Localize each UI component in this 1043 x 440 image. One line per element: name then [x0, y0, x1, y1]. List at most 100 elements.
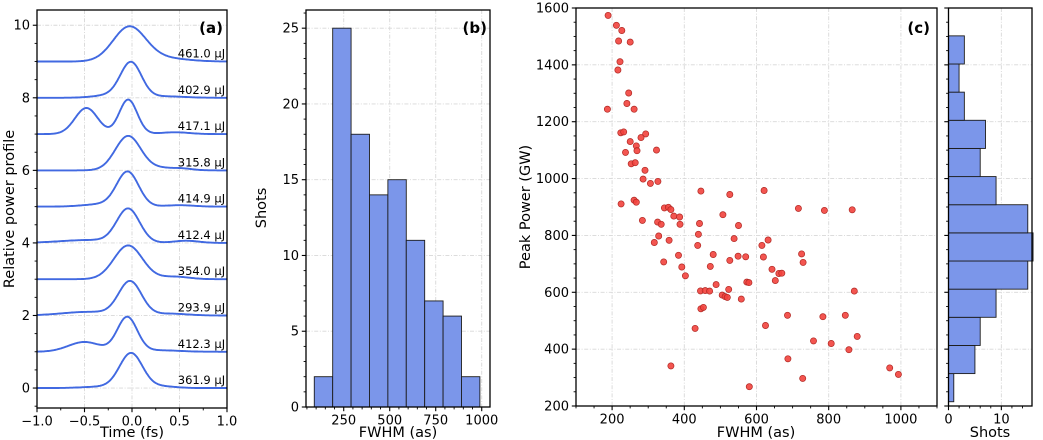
panel-c-ylabel: Peak Power (GW) — [518, 145, 534, 269]
panel-a-curves: 461.0 μJ 402.9 μJ 417.1 μJ 315.8 μJ 414.9 μJ… — [36, 25, 228, 389]
scatter-point — [712, 281, 720, 289]
pulse-energy-label: 293.9 μJ — [178, 300, 225, 314]
panel-a-ytick-label: 2 — [22, 309, 30, 324]
scatter-point — [676, 213, 684, 221]
scatter-point — [642, 130, 650, 138]
scatter-point — [850, 287, 858, 295]
scatter-point — [764, 236, 772, 244]
scatter-point — [618, 27, 626, 34]
scatter-point — [699, 303, 707, 311]
power-profile-curve — [36, 98, 228, 136]
peak-power-histogram-bar — [948, 147, 981, 178]
scatter-point — [660, 258, 668, 266]
scatter-point — [653, 146, 660, 154]
panel-a-ytick-label: 4 — [22, 236, 30, 251]
scatter-point — [641, 166, 649, 174]
pulse-energy-label: 361.9 μJ — [178, 373, 225, 387]
panel-c-scatter-points — [603, 11, 902, 391]
scatter-point — [725, 285, 733, 293]
peak-power-histogram-bar — [948, 204, 1029, 234]
pulse-energy-label: 402.9 μJ — [178, 83, 225, 97]
scatter-point — [694, 230, 702, 238]
scatter-point — [723, 293, 731, 301]
panel-a-frame — [36, 9, 228, 409]
scatter-point — [726, 256, 734, 264]
panel-b-letter: (b) — [463, 19, 487, 37]
panel-b-ytick-label: 25 — [282, 22, 299, 37]
scatter-point — [853, 332, 861, 340]
panel-c-ytick-label: 400 — [544, 343, 569, 358]
panel-a-ytick-label: 6 — [22, 164, 30, 179]
scatter-point — [799, 374, 807, 382]
panel-b-ytick-label: 0 — [291, 401, 299, 416]
scatter-point — [696, 220, 703, 227]
scatter-point — [615, 37, 623, 45]
scatter-point — [730, 235, 738, 243]
scatter-point — [623, 100, 631, 107]
scatter-point — [614, 66, 622, 74]
panel-c-plot-area: 200 400 600 800 1000 200 400 600 800 1000 1200 1400… — [536, 2, 938, 428]
panel-c-frame — [575, 7, 938, 407]
scatter-point — [845, 346, 853, 354]
peak-power-histogram-bar — [948, 119, 986, 149]
scatter-point — [620, 128, 628, 136]
scatter-point — [632, 198, 640, 206]
panel-a-xtick-label: 0.0 — [122, 415, 143, 430]
panel-a-letter: (a) — [199, 19, 223, 37]
fwhm-histogram-bar — [332, 27, 352, 408]
power-profile-curve — [36, 134, 228, 172]
fwhm-histogram-bar — [369, 194, 389, 408]
pulse-energy-label: 414.9 μJ — [178, 192, 225, 206]
pulse-energy-label: 412.3 μJ — [178, 337, 225, 351]
scatter-point — [759, 253, 767, 261]
panel-c-ytick-label: 1000 — [536, 172, 569, 187]
scatter-point — [639, 175, 647, 183]
peak-power-histogram-bar — [948, 344, 976, 375]
panel-c-marginal-hist: 0 10 Shots — [944, 7, 1034, 440]
panel-c-ytick-label: 800 — [544, 229, 569, 244]
scatter-point — [697, 187, 705, 195]
scatter-point — [665, 236, 673, 244]
panel-b-xtick-label: 1000 — [465, 414, 498, 429]
peak-power-histogram-bar — [948, 91, 965, 121]
peak-power-histogram-bar — [948, 373, 955, 403]
panel-c-xtick-label: 1000 — [884, 413, 917, 428]
fwhm-histogram-bar — [405, 239, 426, 408]
scatter-point — [827, 340, 835, 347]
peak-power-histogram-bar — [948, 35, 965, 65]
panel-c-xlabel: FWHM (as) — [717, 425, 795, 440]
scatter-point — [706, 262, 714, 270]
scatter-point — [886, 364, 894, 372]
scatter-point — [745, 383, 753, 391]
scatter-point — [630, 105, 638, 113]
panel-a-plot-area: 461.0 μJ 402.9 μJ 417.1 μJ 315.8 μJ 414.9 μJ… — [13, 9, 237, 430]
panel-c-marginal-xtick-label: 10 — [993, 413, 1010, 428]
power-profile-curve — [36, 25, 228, 63]
scatter-point — [768, 265, 776, 273]
scatter-point — [760, 187, 768, 194]
panel-c-ytick-label: 600 — [544, 286, 569, 301]
scatter-point — [742, 253, 750, 261]
scatter-point — [709, 251, 717, 258]
power-profile-curve — [36, 279, 228, 317]
panel-c-marginal-plot-area: 0 10 — [944, 7, 1034, 428]
pulse-energy-label: 354.0 μJ — [178, 264, 225, 278]
panel-a-xlabel: Time (fs) — [99, 425, 164, 440]
power-profile-curve — [36, 60, 228, 99]
scatter-point — [694, 241, 702, 249]
panel-a-ylabel: Relative power profile — [2, 130, 18, 288]
peak-power-histogram-bar — [948, 288, 997, 318]
scatter-point — [841, 311, 849, 319]
power-profile-curve — [36, 170, 228, 208]
fwhm-histogram-bar — [424, 300, 444, 408]
scatter-point — [675, 251, 682, 259]
scatter-point — [655, 232, 663, 240]
panel-b-plot-area: 250 500 750 1000 0 5 10 15 20 25 — [282, 9, 498, 429]
scatter-point — [778, 269, 786, 277]
pulse-energy-label: 412.4 μJ — [178, 228, 225, 242]
panel-a-ytick-label: 10 — [13, 19, 30, 34]
scatter-point — [638, 216, 646, 224]
scatter-point — [762, 322, 769, 329]
scatter-point — [637, 134, 645, 142]
